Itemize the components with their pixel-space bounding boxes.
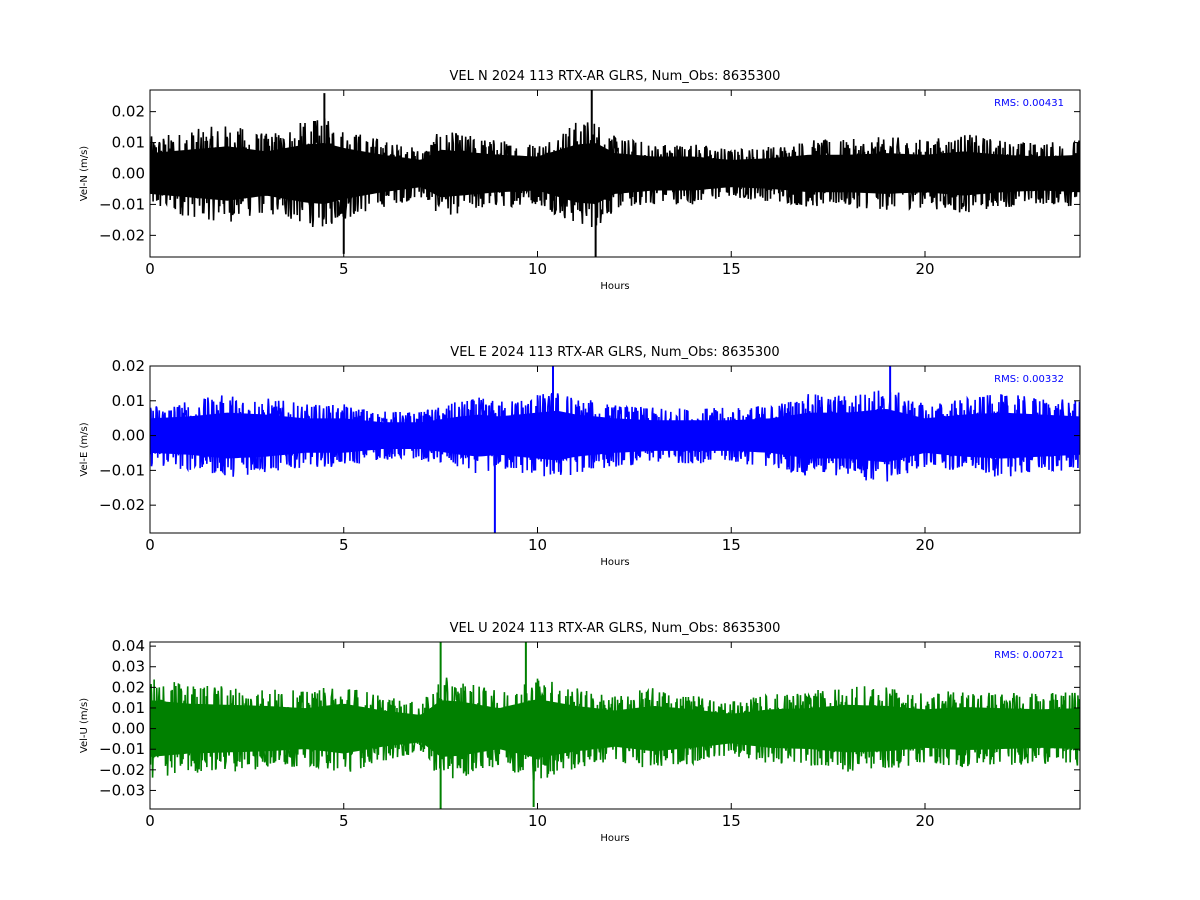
xtick-label-n-0: 0: [145, 260, 155, 278]
axes-frame-e: [149, 365, 1081, 534]
series-band-n: [150, 142, 1080, 205]
chart-title-u: VEL U 2024 113 RTX-AR GLRS, Num_Obs: 863…: [450, 621, 781, 636]
ytick-label-u-2: 0.02: [112, 678, 145, 696]
xtick-label-u-2: 10: [528, 812, 547, 830]
xtick-label-n-1: 5: [339, 260, 349, 278]
ytick-label-n-3: −0.01: [99, 195, 145, 213]
x-axis-label-u: Hours: [600, 833, 629, 844]
xtick-label-e-3: 15: [722, 536, 741, 554]
xtick-label-u-1: 5: [339, 812, 349, 830]
y-axis-label-e: Vel-E (m/s): [79, 422, 90, 476]
series-band-e: [150, 408, 1080, 463]
ytick-label-u-5: −0.01: [99, 740, 145, 758]
xtick-label-n-2: 10: [528, 260, 547, 278]
series-line-n: [150, 118, 1080, 228]
ytick-label-n-1: 0.01: [112, 134, 145, 152]
chart-title-n: VEL N 2024 113 RTX-AR GLRS, Num_Obs: 863…: [450, 69, 781, 84]
ytick-label-e-0: 0.02: [112, 357, 145, 375]
series-band-u: [150, 699, 1080, 759]
y-axis-label-n: Vel-N (m/s): [79, 146, 90, 201]
axes-frame-u: [149, 641, 1081, 810]
y-axis-label-u: Vel-U (m/s): [79, 698, 90, 753]
x-axis-label-e: Hours: [600, 557, 629, 568]
ytick-label-n-0: 0.02: [112, 103, 145, 121]
ytick-label-e-1: 0.01: [112, 392, 145, 410]
xtick-label-n-3: 15: [722, 260, 741, 278]
ytick-label-u-0: 0.04: [112, 637, 145, 655]
subplot-n: 0 5 10 15 20 0.02 0.01 0.00 −0.01 −0.02 VEL N 2024…: [79, 69, 1081, 292]
xtick-label-n-4: 20: [915, 260, 934, 278]
xtick-label-u-3: 15: [722, 812, 741, 830]
x-axis-label-n: Hours: [600, 281, 629, 292]
xtick-label-e-0: 0: [145, 536, 155, 554]
xtick-label-e-2: 10: [528, 536, 547, 554]
subplot-u: 0 5 10 15 20 0.04 0.03 0.02 0.01 0.00 −0.01 −0.02 −0…: [79, 621, 1081, 844]
xtick-label-e-1: 5: [339, 536, 349, 554]
ytick-label-u-3: 0.01: [112, 699, 145, 717]
subplot-e: 0 5 10 15 20 0.02 0.01 0.00 −0.01 −0.02 VEL E 2024…: [79, 345, 1081, 568]
rms-annotation-u: RMS: 0.00721: [994, 650, 1064, 661]
ytick-label-u-7: −0.03: [99, 781, 145, 799]
rms-annotation-e: RMS: 0.00332: [994, 374, 1064, 385]
xtick-label-e-4: 20: [915, 536, 934, 554]
ytick-label-e-4: −0.02: [99, 496, 145, 514]
ytick-label-u-4: 0.00: [112, 720, 145, 738]
ytick-label-n-2: 0.00: [112, 165, 145, 183]
rms-annotation-n: RMS: 0.00431: [994, 98, 1064, 109]
ytick-label-u-1: 0.03: [112, 658, 145, 676]
chart-title-e: VEL E 2024 113 RTX-AR GLRS, Num_Obs: 863…: [450, 345, 779, 360]
xtick-label-u-4: 20: [915, 812, 934, 830]
ytick-label-n-4: −0.02: [99, 226, 145, 244]
xtick-label-u-0: 0: [145, 812, 155, 830]
ytick-label-u-6: −0.02: [99, 761, 145, 779]
ytick-label-e-3: −0.01: [99, 461, 145, 479]
ytick-label-e-2: 0.00: [112, 427, 145, 445]
